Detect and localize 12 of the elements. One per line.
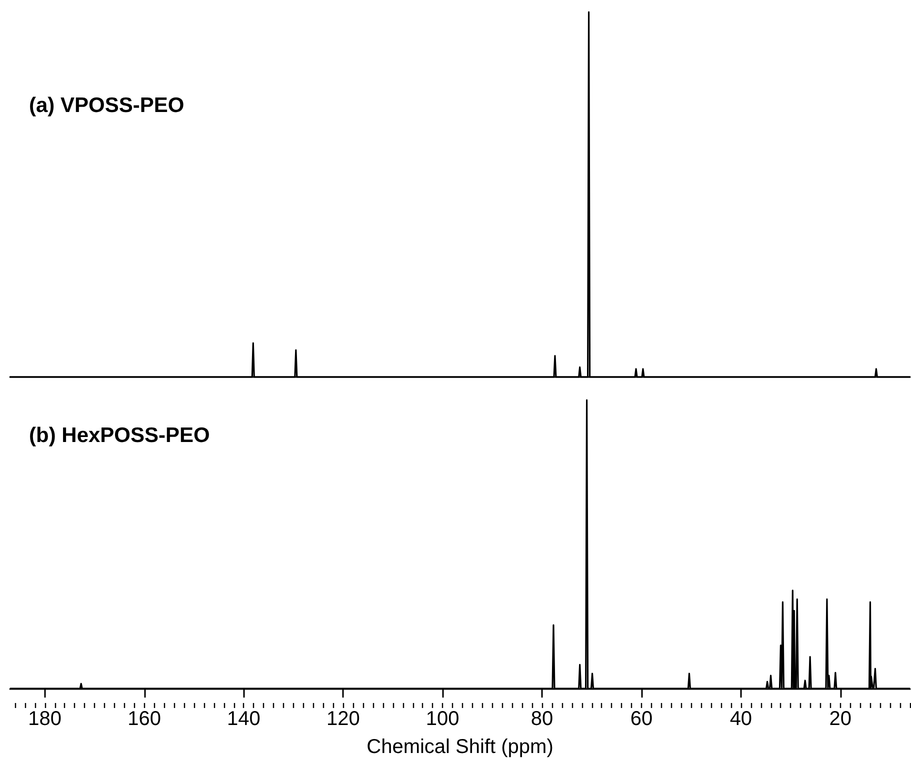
x-tick-label: 40 xyxy=(730,708,752,730)
x-tick-label: 140 xyxy=(227,708,260,730)
x-tick-label: 80 xyxy=(530,708,554,730)
x-tick-label: 20 xyxy=(829,708,852,730)
x-tick-label: 100 xyxy=(426,708,460,730)
x-axis-title: Chemical Shift (ppm) xyxy=(366,736,554,758)
x-tick-label: 160 xyxy=(128,708,161,730)
text: (b) HexPOSS-PEO xyxy=(29,424,210,447)
x-tick-label: 120 xyxy=(326,708,360,730)
x-tick-label: 180 xyxy=(28,708,62,730)
text: (a) VPOSS-PEO xyxy=(29,94,184,117)
x-tick-label: 60 xyxy=(630,708,653,730)
